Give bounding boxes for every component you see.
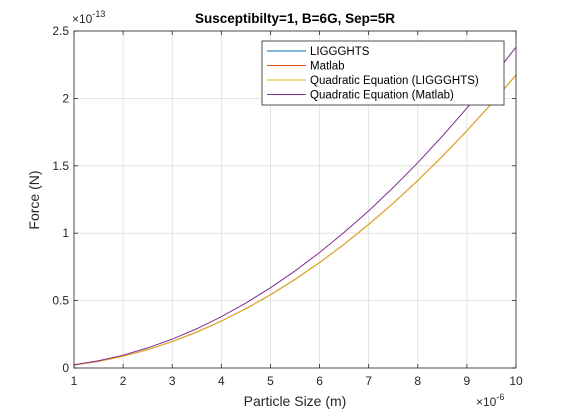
- x-tick-label: 3: [169, 374, 176, 388]
- y-exponent-base: ×10: [72, 12, 93, 26]
- y-tick-label: 1.5: [52, 159, 69, 173]
- series-line-3: [74, 74, 516, 366]
- x-tick-label: 6: [316, 374, 323, 388]
- y-exponent-power: -13: [92, 9, 105, 19]
- x-exponent-power: -6: [496, 392, 504, 402]
- y-tick-label: 1: [62, 226, 69, 240]
- y-tick-label: 2.5: [52, 24, 69, 38]
- legend: LIGGGHTS Matlab Quadratic Equation (LIGGGH…: [261, 40, 505, 106]
- x-exponent-base: ×10: [476, 395, 497, 409]
- series-lines: [74, 46, 516, 366]
- legend-label-1: LIGGGHTS: [310, 46, 370, 58]
- x-tick-label: 8: [414, 374, 421, 388]
- y-tick-labels: 0 0.5 1 1.5 2 2.5: [52, 24, 69, 375]
- legend-label-3: Quadratic Equation (LIGGGHTS): [310, 75, 479, 87]
- legend-label-2: Matlab: [310, 61, 345, 73]
- x-tick-label: 9: [464, 374, 471, 388]
- x-tick-labels: 1 2 3 4 5 6 7 8 9 10: [71, 374, 523, 388]
- x-tick-label: 5: [267, 374, 274, 388]
- y-tick-label: 0: [62, 361, 69, 375]
- x-tick-label: 4: [218, 374, 225, 388]
- y-axis-exponent: ×10-13: [72, 9, 105, 26]
- y-tick-label: 0.5: [52, 294, 69, 308]
- y-axis-label: Force (N): [26, 170, 42, 229]
- x-axis-exponent: ×10-6: [476, 392, 504, 409]
- x-tick-label: 7: [365, 374, 372, 388]
- x-axis-label: Particle Size (m): [244, 393, 347, 409]
- axes-box: [73, 30, 517, 369]
- x-tick-label: 2: [120, 374, 127, 388]
- legend-label-4: Quadratic Equation (Matlab): [310, 90, 454, 102]
- chart-title: Susceptibilty=1, B=6G, Sep=5R: [195, 11, 395, 26]
- x-tick-label: 1: [71, 374, 78, 388]
- y-tick-label: 2: [62, 91, 69, 105]
- x-tick-label: 10: [509, 374, 523, 388]
- series-line-4: [74, 46, 516, 366]
- ticks: [73, 30, 517, 369]
- legend-items: LIGGGHTS Matlab Quadratic Equation (LIGGGH…: [267, 46, 479, 102]
